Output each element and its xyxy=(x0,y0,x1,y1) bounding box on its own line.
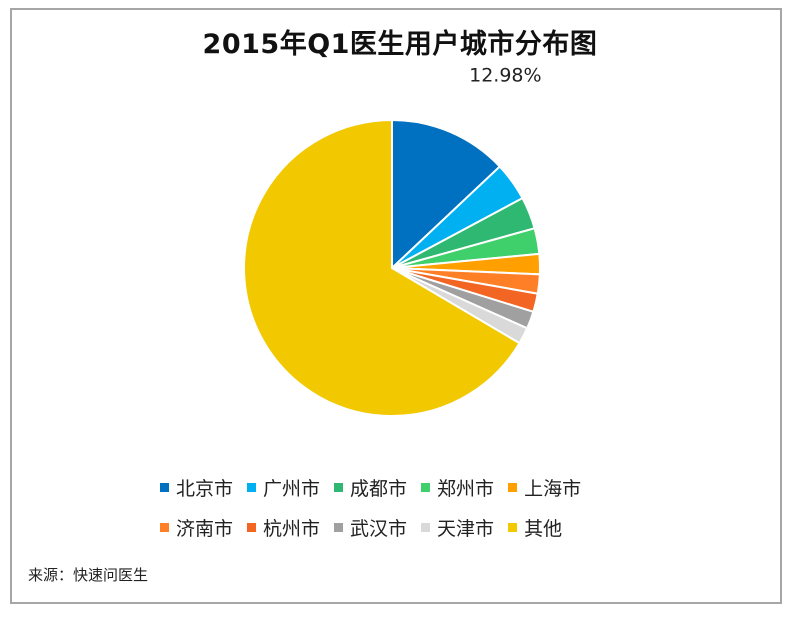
legend-item: 武汉市 xyxy=(334,514,407,541)
legend-label: 成都市 xyxy=(350,477,408,500)
legend-swatch xyxy=(421,482,431,492)
legend-label: 济南市 xyxy=(176,517,234,540)
legend-row: 北京市 广州市 成都市 郑州市 上海市 xyxy=(160,470,660,504)
legend-item: 成都市 xyxy=(334,474,407,501)
legend-label: 广州市 xyxy=(263,477,321,500)
legend-item: 广州市 xyxy=(247,474,320,501)
legend-swatch xyxy=(160,482,169,492)
slice-data-label: 12.98% xyxy=(469,65,541,87)
legend-item: 济南市 xyxy=(160,514,233,541)
legend-swatch xyxy=(160,522,169,532)
source-note: 来源：快速问医生 xyxy=(28,566,149,584)
legend-label: 天津市 xyxy=(437,517,495,540)
chart-legend: 北京市 广州市 成都市 郑州市 上海市济南市 杭州市 武汉市 天津市 其他 xyxy=(160,470,660,550)
legend-swatch xyxy=(247,482,257,492)
legend-item: 北京市 xyxy=(160,474,233,501)
legend-item: 天津市 xyxy=(421,514,494,541)
legend-item: 杭州市 xyxy=(247,514,320,541)
legend-label: 郑州市 xyxy=(437,477,495,500)
legend-label: 北京市 xyxy=(176,477,234,500)
legend-label: 杭州市 xyxy=(263,517,321,540)
legend-swatch xyxy=(334,482,344,492)
legend-row: 济南市 杭州市 武汉市 天津市 其他 xyxy=(160,510,660,544)
legend-swatch xyxy=(247,522,257,532)
legend-label: 上海市 xyxy=(524,477,582,500)
pie-slice-10 xyxy=(243,118,521,417)
legend-label: 其他 xyxy=(524,517,563,540)
legend-item: 上海市 xyxy=(508,474,581,501)
pie-slice-1 xyxy=(391,118,502,271)
legend-swatch xyxy=(421,522,431,532)
legend-item: 郑州市 xyxy=(421,474,494,501)
chart-title: 2015年Q1医生用户城市分布图 xyxy=(202,29,598,60)
legend-swatch xyxy=(508,522,518,532)
legend-swatch xyxy=(508,482,518,492)
legend-swatch xyxy=(334,522,344,532)
legend-label: 武汉市 xyxy=(350,517,408,540)
legend-item: 其他 xyxy=(508,514,562,541)
